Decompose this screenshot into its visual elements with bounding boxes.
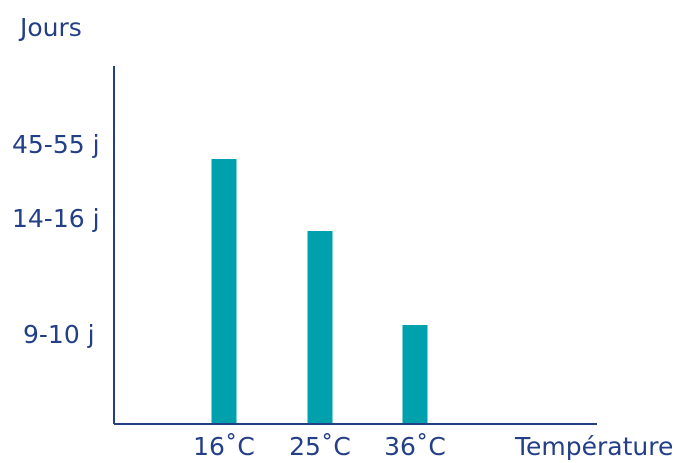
y-tick-label: 9-10 j: [23, 320, 95, 349]
bar-16-c: [211, 159, 237, 424]
bars-group: [211, 159, 428, 424]
x-tick-label: 25˚C: [289, 432, 351, 461]
bar-25-c: [307, 231, 333, 424]
y-tick-label: 45-55 j: [12, 130, 100, 159]
x-tick-label: 36˚C: [384, 432, 446, 461]
y-tick-label: 14-16 j: [12, 204, 100, 233]
bar-36-c: [402, 325, 428, 424]
x-tick-label: 16˚C: [193, 432, 255, 461]
x-axis-label: Température: [514, 432, 673, 461]
y-axis-label: Jours: [18, 13, 82, 42]
